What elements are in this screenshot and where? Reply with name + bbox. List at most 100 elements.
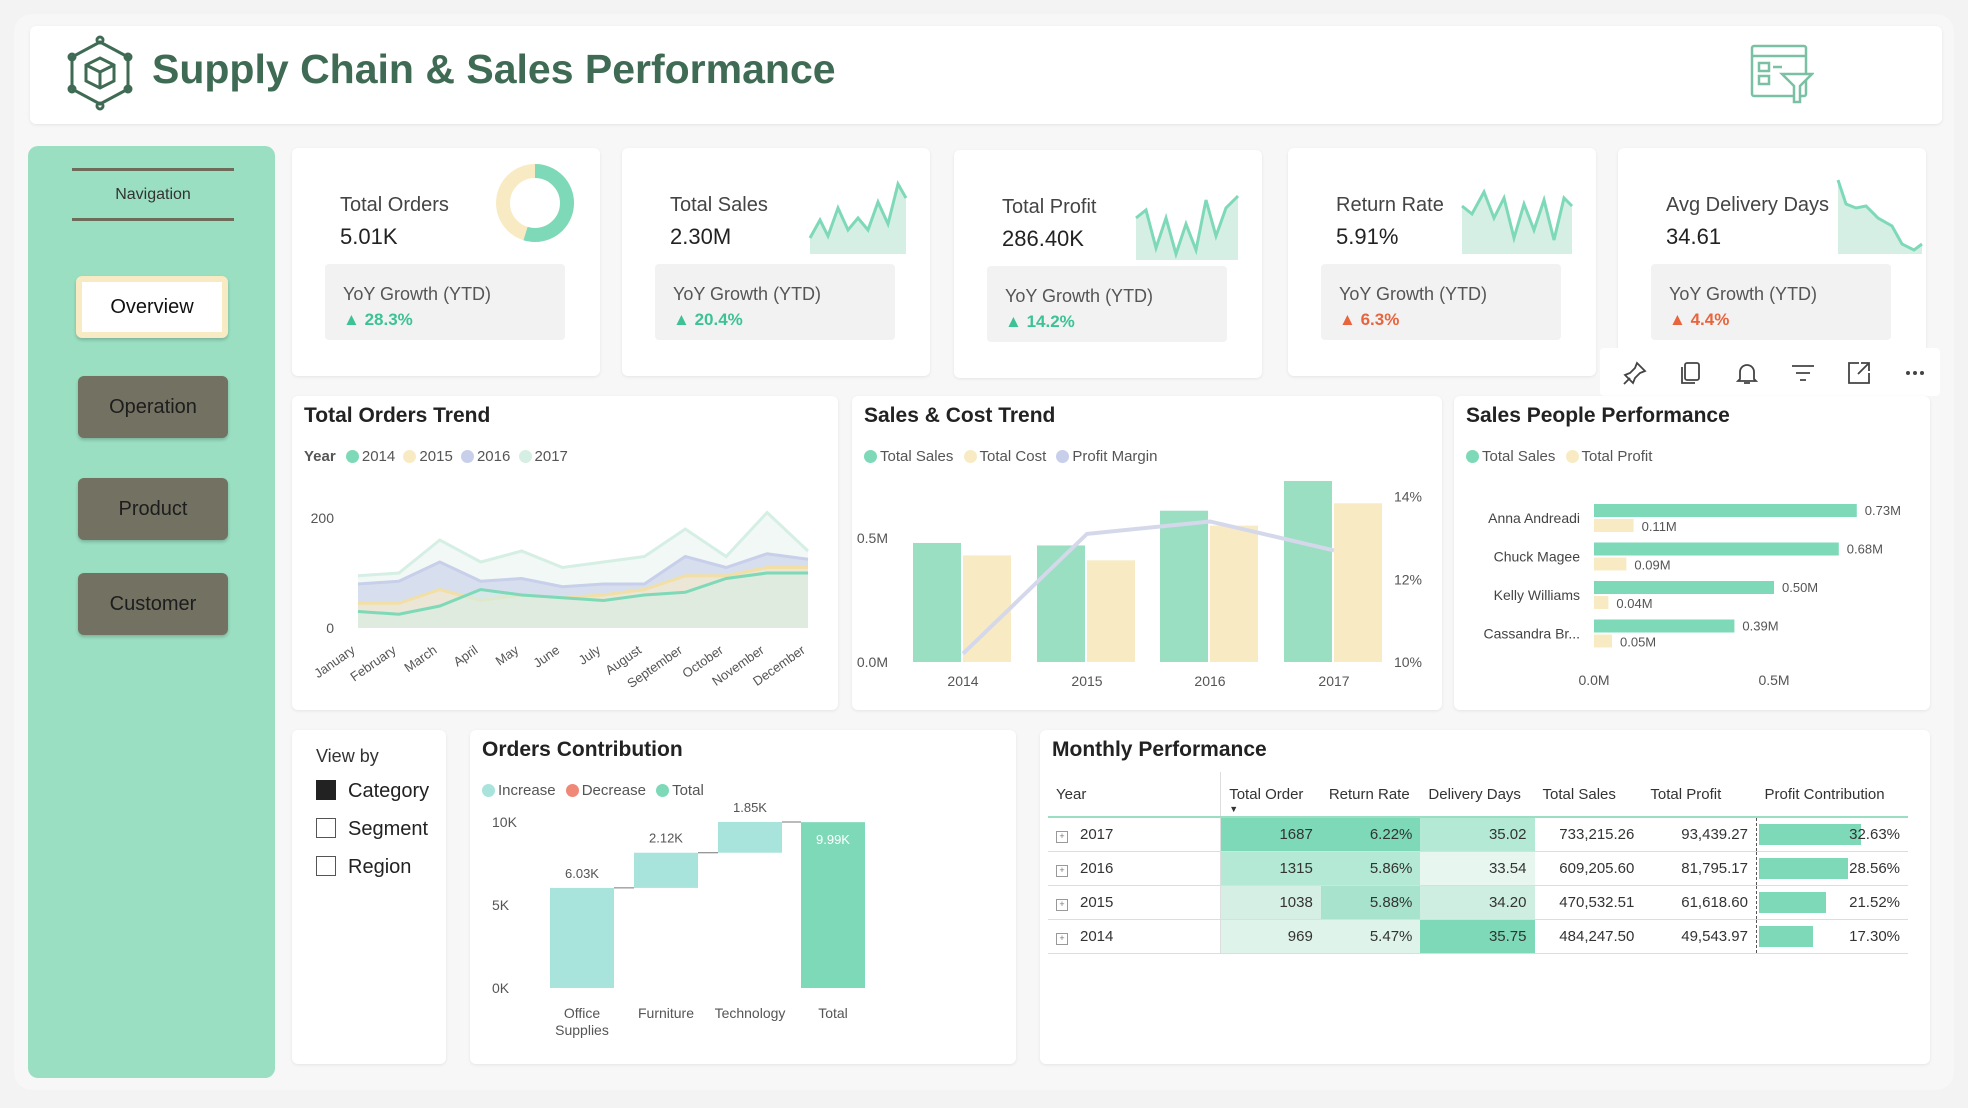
cell-year[interactable]: +2015 [1048, 885, 1222, 920]
filter-panel-icon[interactable] [1750, 44, 1814, 106]
cell-total-sales: 609,205.60 [1534, 851, 1643, 886]
table-row[interactable]: +2017 1687 6.22% 35.02 733,215.26 93,439.27 32… [1048, 817, 1908, 852]
header-bar [30, 26, 1942, 124]
filter-icon[interactable] [1790, 360, 1816, 386]
legend-item[interactable]: 2014 [361, 448, 396, 465]
bar-total-profit [1594, 634, 1612, 648]
copy-icon[interactable] [1678, 360, 1704, 386]
legend-title: Year [304, 448, 336, 465]
data-label: 0.50M [1782, 580, 1818, 595]
y-tick-label: 0 [326, 620, 334, 636]
bell-icon[interactable] [1734, 360, 1760, 386]
data-label: 0.73M [1865, 503, 1901, 518]
legend-dot [656, 784, 670, 797]
cell-return-rate: 5.88% [1320, 885, 1421, 920]
table-title: Monthly Performance [1052, 738, 1267, 761]
legend-item[interactable]: Decrease [581, 782, 646, 799]
legend-dot [403, 450, 417, 463]
x-tick-label: May [493, 642, 522, 669]
view-by-slicer: View by Category Segment Region [292, 730, 446, 1064]
cell-year[interactable]: +2016 [1048, 851, 1222, 886]
kpi-title: Total Sales [670, 194, 768, 216]
contribution-bar [1758, 858, 1848, 879]
legend-item[interactable]: Total Profit [1581, 448, 1653, 465]
legend-item[interactable]: 2015 [419, 448, 453, 465]
cell-text: 2017 [1080, 826, 1114, 843]
legend-item[interactable]: 2016 [476, 448, 511, 465]
legend-item[interactable]: Total Sales [1482, 448, 1556, 465]
cell-year[interactable]: +2014 [1048, 919, 1222, 954]
checkbox[interactable] [316, 780, 336, 800]
table-row[interactable]: +2016 1315 5.86% 33.54 609,205.60 81,795.17 28… [1048, 851, 1908, 886]
col-header-total-sales[interactable]: Total Sales [1534, 772, 1643, 818]
kpi-title: Total Orders [340, 194, 449, 216]
cell-delivery-days: 34.20 [1420, 885, 1535, 920]
kpi-yoy-box: YoY Growth (YTD) ▲ 6.3% [1321, 264, 1561, 340]
y2-tick-label: 10% [1394, 654, 1422, 670]
legend-item[interactable]: Increase [498, 782, 556, 799]
bar-total-cost [1210, 525, 1258, 662]
kpi-sparkline [808, 180, 908, 254]
nav-button-operation[interactable]: Operation [78, 376, 228, 438]
checkbox[interactable] [316, 818, 336, 838]
legend-item[interactable]: Total [672, 782, 704, 799]
kpi-yoy-box: YoY Growth (YTD) ▲ 14.2% [987, 266, 1227, 342]
bar-total-cost [1087, 560, 1135, 662]
slicer-title: View by [316, 746, 379, 766]
kpi-value: 34.61 [1666, 224, 1722, 249]
expand-icon[interactable]: + [1056, 865, 1068, 877]
slicer-option-region[interactable]: Region [316, 856, 411, 879]
bar-total-sales [1037, 545, 1085, 662]
bar-total-profit [1594, 519, 1634, 532]
chart-legend: Increase Decrease Total [482, 782, 704, 799]
col-header-return-rate[interactable]: Return Rate [1320, 772, 1421, 818]
x-tick-label: 0.0M [1578, 672, 1609, 688]
cell-delivery-days: 33.54 [1420, 851, 1535, 886]
cell-text: 28.56% [1849, 860, 1900, 877]
checkbox[interactable] [316, 856, 336, 876]
yoy-value: ▲ 14.2% [1005, 312, 1075, 331]
col-header-year[interactable]: Year [1048, 772, 1222, 818]
contribution-bar [1758, 892, 1826, 913]
bar-total-sales [1594, 619, 1735, 633]
data-label: 0.09M [1634, 558, 1670, 573]
nav-button-customer[interactable]: Customer [78, 573, 228, 635]
more-icon[interactable] [1902, 360, 1928, 386]
sales-people-card: Sales People Performance Total Sales Tot… [1454, 396, 1930, 710]
expand-icon[interactable] [1846, 360, 1872, 386]
col-header-total-order[interactable]: Total Order ▼ [1220, 772, 1321, 818]
kpi-value: 5.01K [340, 224, 398, 249]
pin-icon[interactable] [1622, 360, 1648, 386]
y-category-label: Cassandra Br... [1484, 626, 1581, 642]
legend-item[interactable]: Total Sales [880, 448, 954, 465]
col-header-total-profit[interactable]: Total Profit [1642, 772, 1757, 818]
bar-total-sales [1594, 504, 1857, 517]
cell-year[interactable]: +2017 [1048, 817, 1222, 852]
slicer-option-category[interactable]: Category [316, 780, 429, 803]
yoy-value: ▲ 6.3% [1339, 310, 1400, 329]
nav-button-overview[interactable]: Overview [76, 276, 228, 338]
cell-total-sales: 470,532.51 [1534, 885, 1643, 920]
expand-icon[interactable]: + [1056, 933, 1068, 945]
legend-item[interactable]: Profit Margin [1072, 448, 1158, 465]
expand-icon[interactable]: + [1056, 899, 1068, 911]
kpi-title: Return Rate [1336, 194, 1444, 216]
cell-text: 2016 [1080, 860, 1114, 877]
kpi-card-avg-delivery-days: Avg Delivery Days 34.61 YoY Growth (YTD)… [1618, 148, 1926, 376]
kpi-value: 5.91% [1336, 224, 1399, 249]
y-tick-label: 0.5M [857, 530, 888, 546]
nav-button-product[interactable]: Product [78, 478, 228, 540]
expand-icon[interactable]: + [1056, 831, 1068, 843]
legend-item[interactable]: Total Cost [979, 448, 1047, 465]
chart-title: Sales & Cost Trend [864, 404, 1056, 427]
cell-return-rate: 5.86% [1320, 851, 1421, 886]
col-header-profit-contribution[interactable]: Profit Contribution [1756, 772, 1908, 818]
table-row[interactable]: +2015 1038 5.88% 34.20 470,532.51 61,618.60 21… [1048, 885, 1908, 920]
legend-item[interactable]: 2017 [534, 448, 568, 465]
col-header-label: Total Order [1229, 785, 1304, 803]
col-header-delivery-days[interactable]: Delivery Days [1420, 772, 1535, 818]
slicer-option-segment[interactable]: Segment [316, 818, 428, 841]
table-row[interactable]: +2014 969 5.47% 35.75 484,247.50 49,543.97 17.… [1048, 919, 1908, 954]
cell-return-rate: 6.22% [1320, 817, 1421, 852]
